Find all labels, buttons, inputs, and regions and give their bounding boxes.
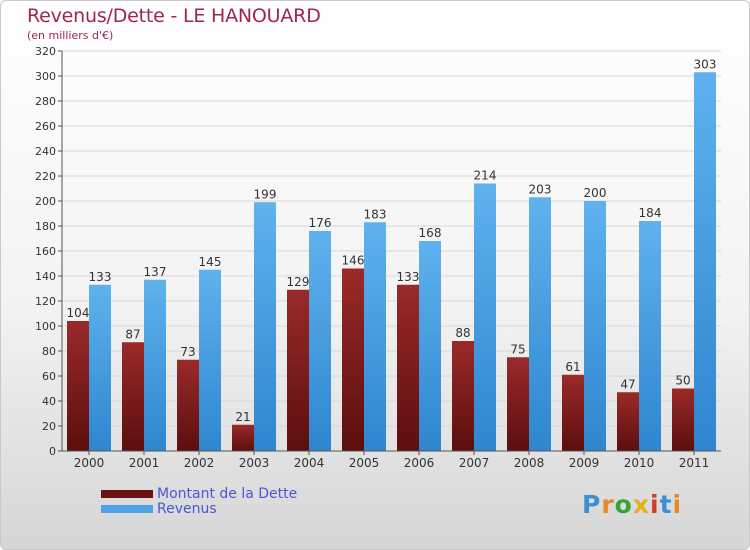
data-label-dette-2009: 61 xyxy=(565,360,580,374)
y-tick-label: 240 xyxy=(35,145,56,158)
x-tick-label: 2001 xyxy=(129,456,160,470)
bar-revenus-2001 xyxy=(144,279,166,451)
x-tick-label: 2000 xyxy=(74,456,105,470)
data-label-dette-2005: 146 xyxy=(342,254,365,268)
bar-dette-2006 xyxy=(397,284,419,451)
data-label-dette-2010: 47 xyxy=(620,377,635,391)
bar-dette-2008 xyxy=(507,357,529,451)
bar-dette-2009 xyxy=(562,374,584,451)
bar-revenus-2007 xyxy=(474,183,496,451)
bar-dette-2000 xyxy=(67,321,89,451)
y-tick-label: 200 xyxy=(35,195,56,208)
bar-revenus-2010 xyxy=(639,221,661,451)
data-label-revenus-2011: 303 xyxy=(694,57,717,71)
data-label-dette-2001: 87 xyxy=(125,327,140,341)
bar-revenus-2000 xyxy=(89,284,111,451)
y-tick-label: 20 xyxy=(42,420,56,433)
y-tick-label: 220 xyxy=(35,170,56,183)
x-tick-label: 2008 xyxy=(514,456,545,470)
data-label-dette-2008: 75 xyxy=(510,342,525,356)
logo-letter: P xyxy=(582,490,602,519)
bar-dette-2011 xyxy=(672,388,694,451)
data-label-revenus-2009: 200 xyxy=(584,186,607,200)
bar-dette-2010 xyxy=(617,392,639,451)
data-label-revenus-2003: 199 xyxy=(254,187,277,201)
data-label-revenus-2000: 133 xyxy=(89,270,112,284)
data-label-revenus-2001: 137 xyxy=(144,265,167,279)
bar-revenus-2002 xyxy=(199,269,221,451)
y-tick-label: 40 xyxy=(42,395,56,408)
logo-letter: i xyxy=(650,490,660,519)
data-label-dette-2006: 133 xyxy=(397,270,420,284)
data-label-dette-2007: 88 xyxy=(455,326,470,340)
x-tick-label: 2009 xyxy=(569,456,600,470)
data-label-dette-2000: 104 xyxy=(67,306,90,320)
y-tick-label: 120 xyxy=(35,295,56,308)
data-label-dette-2004: 129 xyxy=(287,275,310,289)
y-tick-label: 180 xyxy=(35,220,56,233)
data-label-revenus-2006: 168 xyxy=(419,226,442,240)
data-label-revenus-2004: 176 xyxy=(309,216,332,230)
x-tick-label: 2006 xyxy=(404,456,435,470)
y-tick-label: 80 xyxy=(42,345,56,358)
data-label-dette-2011: 50 xyxy=(675,374,690,388)
data-label-dette-2003: 21 xyxy=(235,410,250,424)
bar-revenus-2003 xyxy=(254,202,276,451)
logo-letter: r xyxy=(601,490,615,519)
x-tick-label: 2003 xyxy=(239,456,270,470)
legend-label-dette: Montant de la Dette xyxy=(157,486,298,502)
bar-revenus-2005 xyxy=(364,222,386,451)
bar-revenus-2008 xyxy=(529,197,551,451)
x-tick-label: 2005 xyxy=(349,456,380,470)
logo-letter: t xyxy=(659,490,673,519)
bar-revenus-2006 xyxy=(419,241,441,451)
y-tick-label: 0 xyxy=(49,445,56,458)
bar-dette-2002 xyxy=(177,359,199,451)
bar-dette-2005 xyxy=(342,268,364,451)
logo-letter: x xyxy=(632,490,650,519)
data-label-revenus-2005: 183 xyxy=(364,207,387,221)
y-tick-label: 300 xyxy=(35,70,56,83)
y-tick-label: 160 xyxy=(35,245,56,258)
legend-label-revenus: Revenus xyxy=(157,501,217,517)
x-tick-label: 2010 xyxy=(624,456,655,470)
data-label-revenus-2007: 214 xyxy=(474,169,497,183)
proxiti-logo: Proxiti xyxy=(582,490,682,519)
logo-letter: o xyxy=(614,490,633,519)
y-tick-label: 60 xyxy=(42,370,56,383)
x-tick-label: 2011 xyxy=(679,456,710,470)
chart-title: Revenus/Dette - LE HANOUARD xyxy=(27,5,321,27)
bar-revenus-2009 xyxy=(584,201,606,451)
x-tick-label: 2002 xyxy=(184,456,215,470)
y-tick-label: 100 xyxy=(35,320,56,333)
data-label-dette-2002: 73 xyxy=(180,345,195,359)
bar-dette-2004 xyxy=(287,289,309,451)
bar-dette-2003 xyxy=(232,424,254,451)
chart-subtitle: (en milliers d'€) xyxy=(27,29,114,42)
legend-swatch-revenus xyxy=(101,505,153,513)
y-tick-label: 260 xyxy=(35,120,56,133)
x-tick-label: 2004 xyxy=(294,456,325,470)
bar-dette-2001 xyxy=(122,342,144,451)
data-label-revenus-2010: 184 xyxy=(639,206,662,220)
data-label-revenus-2002: 145 xyxy=(199,255,222,269)
data-label-revenus-2008: 203 xyxy=(529,182,552,196)
y-tick-label: 320 xyxy=(35,45,56,58)
x-tick-label: 2007 xyxy=(459,456,490,470)
y-tick-label: 140 xyxy=(35,270,56,283)
logo-letter: i xyxy=(672,490,683,519)
bar-dette-2007 xyxy=(452,341,474,451)
y-tick-label: 280 xyxy=(35,95,56,108)
legend-swatch-dette xyxy=(101,490,153,498)
bar-revenus-2004 xyxy=(309,231,331,451)
bar-revenus-2011 xyxy=(694,72,716,451)
